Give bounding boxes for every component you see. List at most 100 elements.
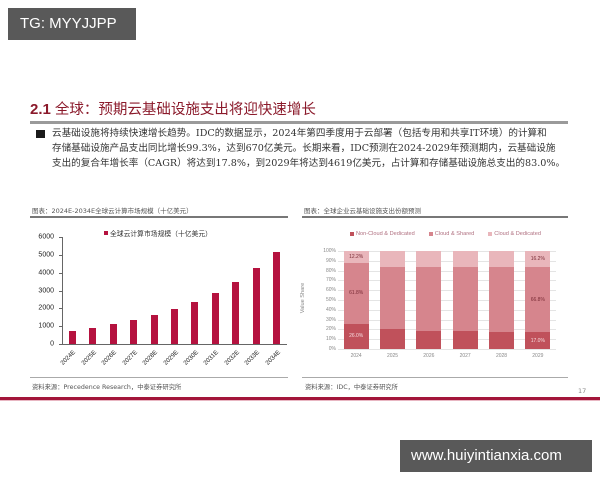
legend-swatch-icon [488,232,493,236]
bar-2032E [232,281,240,344]
x-tick-label: 2029 [532,353,544,359]
y-tick-label: 2000 [38,304,54,312]
left-chart-legend: 全球云计算市场规模（十亿美元） [104,228,212,238]
right-chart-source: 资料来源：IDC，中泰证券研究所 [305,384,398,391]
paragraph-line: 云基础设施将持续快速增长趋势。IDC的数据显示，2024年第四季度用于云部署（包… [52,128,547,139]
stacked-bar-2027 [452,251,478,349]
page-number: 17 [578,387,587,395]
section-title-text: 全球：预期云基础设施支出将迎快速增长 [54,102,316,118]
legend-item: Non-Cloud & Dedicated [350,231,415,237]
gridline [338,300,556,301]
y-tick-label: 1000 [38,322,54,330]
stacked-bar-2026 [416,251,442,349]
y-tick-label: 60% [325,287,336,294]
legend-item: Cloud & Dedicated [488,231,541,237]
x-tick-label: 2027 [459,353,471,359]
gridline [338,329,556,331]
bar-2026E [109,324,117,344]
legend-item: Cloud & Shared [428,231,475,237]
gridline [338,319,556,321]
stacked-bar-2029: 16.2% 66.8% 17.0% [525,251,551,349]
y-tick-mark [59,290,62,292]
right-chart-title: 图表：全球企业云基础设施支出份额预测 [304,207,421,215]
title-divider [30,121,568,124]
bar-2024E [68,330,76,344]
gridline [338,349,556,350]
legend-label: Non-Cloud & Dedicated [356,231,415,237]
bar-2031E [211,292,219,344]
y-tick-label: 30% [325,316,336,323]
y-tick-label: 3000 [38,287,54,294]
y-tick-label: 20% [325,326,336,333]
y-tick-label: 6000 [38,233,54,241]
bar-2028E [150,314,158,344]
right-stacked-bar-chart: Non-Cloud & Dedicated Cloud & Shared Cloud… [300,225,575,375]
legend-swatch-icon [428,232,433,236]
y-tick-label: 10% [325,336,336,343]
x-tick-label: 2028 [495,353,508,359]
stacked-bar-2024: 12.2% 61.8% 26.0% [343,251,369,349]
y-tick-mark [59,272,62,274]
y-axis [62,237,63,344]
right-chart-legend: Non-Cloud & Dedicated Cloud & Shared Cloud… [350,231,555,237]
gridline [338,260,556,262]
left-chart-title-divider [30,216,288,218]
y-tick-label: 50% [325,297,336,303]
y-tick-label: 80% [325,267,336,274]
x-tick-label: 2026 [423,353,435,359]
segment-cloud-shared [489,267,514,332]
x-tick-label: 2024 [350,353,362,359]
segment-cloud-dedicated [452,251,478,268]
y-tick-mark [59,326,62,328]
y-tick-label: 40% [325,306,336,313]
bar-2030E [191,301,199,344]
gridline [338,270,556,272]
legend-swatch-icon [350,232,354,236]
x-tick-label: 2025 [386,353,399,359]
segment-non-cloud-dedicated: 26.0% [343,323,369,349]
x-axis [62,344,287,345]
gridline [338,339,556,341]
right-source-divider [302,377,568,378]
legend-label: Cloud & Shared [434,231,475,237]
watermark-bottom: www.huiyintianxia.com [400,440,592,472]
watermark-top: TG: MYYJJPP [8,8,136,40]
y-tick-label: 100% [323,248,336,254]
gridline [338,280,556,282]
y-tick-label: 4000 [38,269,54,277]
segment-cloud-shared: 61.8% [343,262,369,324]
segment-cloud-shared [452,267,478,332]
section-number: 2.1 [30,101,51,118]
right-chart-title-divider [302,216,568,218]
y-tick-label: 0% [328,346,336,352]
segment-non-cloud-dedicated: 17.0% [525,332,551,349]
segment-non-cloud-dedicated [452,331,478,349]
bar-2034E [273,251,281,344]
y-tick-mark [59,308,62,310]
stacked-bar-2025 [380,251,405,349]
bar-2033E [252,267,260,344]
legend-swatch-icon [104,231,108,235]
left-source-divider [30,377,288,378]
gridline [338,290,556,292]
y-tick-mark [59,237,62,238]
bullet-square-icon [36,130,45,138]
bar-2027E [130,320,138,344]
legend-label: 全球云计算市场规模（十亿美元） [110,230,212,238]
left-bar-chart: 全球云计算市场规模（十亿美元） 0 1000 2000 3000 4000 5000 600… [20,225,290,375]
segment-cloud-shared [416,267,442,331]
footer-bar-accent [0,400,600,401]
segment-cloud-dedicated [380,251,405,268]
segment-non-cloud-dedicated [416,330,442,349]
segment-cloud-dedicated: 16.2% [525,251,551,267]
bar-2029E [171,308,178,344]
segment-cloud-dedicated [416,251,442,268]
segment-cloud-dedicated: 12.2% [343,251,369,263]
left-chart-title: 图表：2024E-2034E全球云计算市场规模（十亿美元） [32,207,193,215]
segment-cloud-dedicated [489,251,514,268]
footer-bar [0,397,600,400]
section-title: 2.1 全球：预期云基础设施支出将迎快速增长 [30,98,316,119]
y-tick-label: 5000 [38,251,54,259]
summary-paragraph: 云基础设施将持续快速增长趋势。IDC的数据显示，2024年第四季度用于云部署（包… [52,126,572,171]
y-tick-mark [59,254,62,256]
